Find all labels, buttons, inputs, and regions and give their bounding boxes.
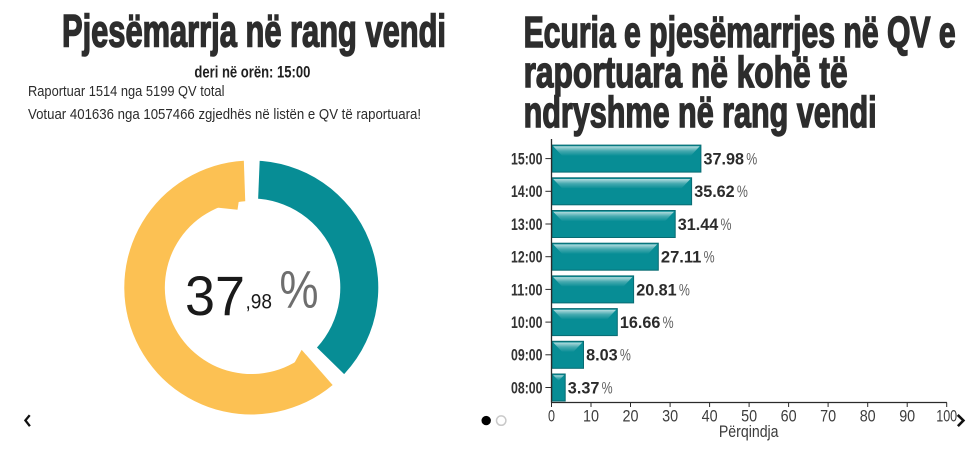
svg-text:Ecuria e pjesëmarrjes në QV e: Ecuria e pjesëmarrjes në QV e: [524, 9, 956, 57]
svg-text:%: %: [737, 182, 748, 201]
svg-text:09:00: 09:00: [511, 346, 543, 365]
svg-text:15:00: 15:00: [511, 150, 543, 169]
svg-text:14:00: 14:00: [511, 182, 543, 201]
svg-text:10: 10: [583, 407, 599, 426]
svg-text:10:00: 10:00: [511, 313, 543, 332]
svg-text:31.44: 31.44: [678, 215, 719, 234]
svg-text:ndryshme në rang vendi: ndryshme në rang vendi: [524, 89, 877, 137]
svg-text:70: 70: [820, 407, 836, 426]
svg-text:%: %: [602, 378, 613, 397]
svg-text:50: 50: [741, 407, 757, 426]
svg-text:37: 37: [185, 265, 245, 327]
svg-text:%: %: [620, 346, 631, 365]
svg-text:13:00: 13:00: [511, 215, 543, 234]
svg-text:Votuar 401636 nga 1057466 zgje: Votuar 401636 nga 1057466 zgjedhës në li…: [28, 106, 421, 123]
svg-text:27.11: 27.11: [661, 248, 702, 267]
svg-text:80: 80: [860, 407, 876, 426]
svg-text:90: 90: [899, 407, 915, 426]
svg-text:3.37: 3.37: [568, 378, 600, 397]
svg-text:Përqindja: Përqindja: [719, 422, 779, 441]
svg-text:8.03: 8.03: [586, 346, 618, 365]
svg-text:37.98: 37.98: [704, 150, 745, 169]
svg-text:08:00: 08:00: [511, 378, 543, 397]
svg-text:%: %: [679, 280, 690, 299]
svg-text:100: 100: [936, 407, 957, 426]
svg-text:%: %: [721, 215, 732, 234]
svg-text:20: 20: [623, 407, 639, 426]
svg-text:12:00: 12:00: [511, 248, 543, 267]
svg-text:20.81: 20.81: [636, 280, 677, 299]
svg-text:35.62: 35.62: [694, 182, 735, 201]
svg-text:40: 40: [702, 407, 718, 426]
svg-text:%: %: [704, 248, 715, 267]
svg-text:0: 0: [548, 407, 555, 426]
svg-text:11:00: 11:00: [511, 280, 543, 299]
svg-text:deri në orën: 15:00: deri në orën: 15:00: [194, 63, 310, 81]
svg-text:raportuara në kohë të: raportuara në kohë të: [524, 49, 848, 97]
svg-text:Pjesëmarrja në rang vendi: Pjesëmarrja në rang vendi: [62, 6, 446, 57]
svg-text:Raportuar 1514 nga 5199 QV tot: Raportuar 1514 nga 5199 QV total: [28, 83, 225, 100]
svg-text:%: %: [746, 150, 757, 169]
svg-text:16.66: 16.66: [620, 313, 661, 332]
svg-text:,98: ,98: [246, 291, 273, 314]
svg-text:30: 30: [662, 407, 678, 426]
svg-text:%: %: [663, 313, 674, 332]
svg-text:%: %: [280, 260, 319, 319]
svg-text:60: 60: [781, 407, 797, 426]
